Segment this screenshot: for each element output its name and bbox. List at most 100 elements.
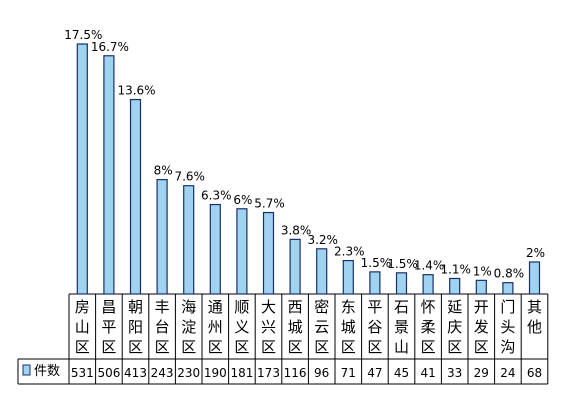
- category-label-char: 台: [155, 318, 170, 336]
- value-label: 230: [177, 366, 200, 380]
- value-label: 24: [500, 366, 515, 380]
- category-label-char: 西: [288, 298, 303, 316]
- category-label-char: 区: [208, 338, 223, 356]
- value-label: 243: [151, 366, 174, 380]
- category-label-char: 区: [128, 338, 143, 356]
- percent-label: 1.1%: [440, 262, 471, 276]
- bar-平谷区: [369, 271, 381, 295]
- bar-密云区: [316, 248, 328, 295]
- value-label: 96: [314, 366, 329, 380]
- percent-label: 1.5%: [361, 256, 392, 270]
- category-label-char: 东: [341, 298, 356, 316]
- value-labels-layer: 531 506 413 243 230 190 181 173 116 96 71 47 45 41 33 2…: [71, 366, 542, 380]
- percent-label: 8%: [154, 164, 173, 178]
- category-label-char: 淀: [181, 318, 196, 336]
- bar-朝阳区: [129, 98, 142, 295]
- bars-layer: [76, 43, 541, 295]
- category-label-char: 平: [367, 298, 382, 316]
- bar-东城区: [342, 259, 354, 295]
- category-label-char: 阳: [128, 318, 143, 336]
- bar-其他: [528, 261, 541, 295]
- category-label-char: 区: [234, 338, 249, 356]
- category-label-char: 怀: [421, 298, 436, 316]
- value-label: 506: [97, 366, 120, 380]
- bar-大兴区: [262, 211, 275, 295]
- bar-昌平区: [103, 55, 115, 295]
- category-label-char: 区: [75, 338, 90, 356]
- category-label-char: 区: [341, 338, 356, 356]
- bar-顺义区: [236, 208, 248, 295]
- bar-石景山: [395, 272, 408, 295]
- category-label-char: 大: [261, 298, 276, 316]
- category-label-char: 谷: [367, 318, 382, 336]
- category-label-char: 房: [75, 298, 90, 316]
- value-label: 71: [341, 366, 356, 380]
- percent-labels-layer: 17.5%16.7%13.6%8% 7.6%6.3% 6% 5.7%3.8%3.2%2…: [64, 28, 545, 281]
- category-label-char: 庆: [447, 318, 462, 336]
- category-label-char: 区: [101, 338, 116, 356]
- percent-label: 0.8%: [494, 267, 525, 281]
- bar-怀柔区: [422, 274, 434, 295]
- category-label-char: 山: [75, 318, 90, 336]
- category-label-char: 密: [314, 298, 329, 316]
- category-label-char: 区: [261, 338, 276, 356]
- value-label: 47: [367, 366, 382, 380]
- value-label: 33: [447, 366, 462, 380]
- percent-label: 6.3%: [201, 189, 232, 203]
- legend: 件数: [22, 364, 60, 379]
- percent-label: 3.8%: [281, 223, 312, 237]
- category-labels-layer: 房山区昌平区朝阳区丰台区海淀区通州区顺义区大兴区西城区密云区东城区平谷区石景山怀…: [75, 298, 542, 356]
- percent-label: 1.5%: [387, 257, 418, 271]
- category-label-char: 城: [288, 318, 303, 336]
- bar-丰台区: [156, 178, 168, 295]
- value-label: 181: [230, 366, 253, 380]
- percent-label: 2%: [526, 246, 545, 260]
- bar-海淀区: [183, 185, 195, 295]
- value-label: 68: [527, 366, 542, 380]
- legend-swatch: [22, 364, 31, 376]
- category-label-char: 朝: [128, 298, 143, 316]
- percent-label: 7.6%: [174, 170, 205, 184]
- category-label-char: 区: [155, 338, 170, 356]
- percent-label: 13.6%: [117, 84, 155, 98]
- category-label-char: 昌: [101, 298, 116, 316]
- bar-延庆区: [449, 277, 461, 295]
- category-label-char: 区: [288, 338, 303, 356]
- category-label-char: 延: [447, 298, 462, 316]
- category-label-char: 区: [447, 338, 462, 356]
- category-label-char: 丰: [155, 298, 170, 316]
- category-label-char: 其: [527, 298, 542, 316]
- value-label: 531: [71, 366, 94, 380]
- category-label-char: 石: [394, 298, 409, 316]
- bar-开发区: [475, 279, 487, 295]
- bar-西城区: [289, 238, 301, 295]
- value-label: 45: [394, 366, 409, 380]
- category-label-char: 海: [181, 298, 196, 316]
- bar-房山区: [76, 43, 88, 295]
- category-label-char: 区: [314, 338, 329, 356]
- value-label: 413: [124, 366, 147, 380]
- value-label: 173: [257, 366, 280, 380]
- category-label-char: 顺: [234, 298, 249, 316]
- percent-label: 5.7%: [254, 197, 285, 211]
- percent-label: 2.3%: [334, 245, 365, 259]
- category-label-char: 区: [367, 338, 382, 356]
- value-label: 190: [204, 366, 227, 380]
- value-label: 41: [420, 366, 435, 380]
- bar-门头沟: [502, 282, 514, 295]
- data-table-grid: [17, 293, 549, 385]
- value-label: 29: [474, 366, 489, 380]
- category-label-char: 开: [474, 298, 489, 316]
- category-label-char: 义: [234, 318, 249, 336]
- category-label-char: 区: [421, 338, 436, 356]
- category-label-char: 州: [208, 318, 223, 336]
- percent-label: 1.4%: [414, 259, 445, 273]
- percent-label: 1%: [473, 264, 492, 278]
- category-label-char: 门: [500, 298, 515, 316]
- category-label-char: 区: [474, 338, 489, 356]
- category-label-char: 他: [527, 318, 542, 336]
- percent-label: 17.5%: [64, 28, 102, 42]
- category-label-char: 云: [314, 318, 329, 336]
- value-label: 116: [284, 366, 307, 380]
